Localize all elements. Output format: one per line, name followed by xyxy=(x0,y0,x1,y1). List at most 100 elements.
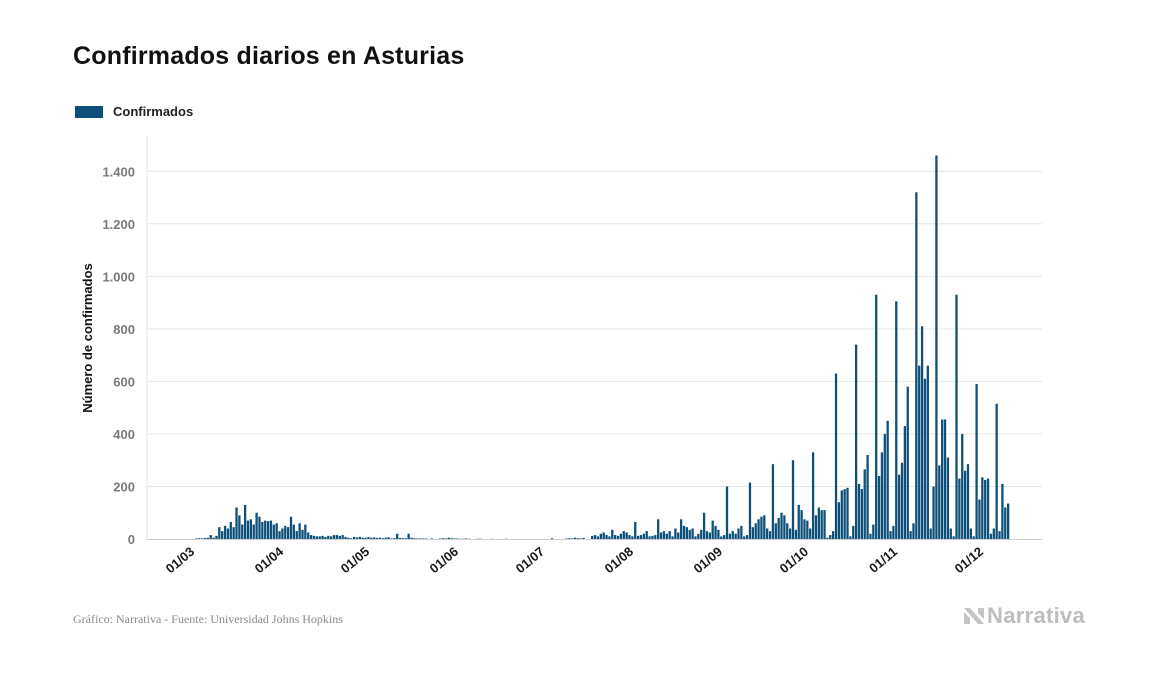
bar xyxy=(811,452,815,539)
bar xyxy=(318,536,321,539)
bar xyxy=(608,536,611,539)
bar xyxy=(866,454,869,539)
bar xyxy=(444,538,448,539)
bar xyxy=(877,475,881,539)
bar xyxy=(616,535,620,539)
bar xyxy=(702,512,706,539)
bar xyxy=(691,528,694,539)
bar xyxy=(966,464,970,539)
bar xyxy=(654,535,657,539)
bar xyxy=(209,535,212,539)
bar xyxy=(961,433,964,539)
bar xyxy=(631,536,634,539)
brand-name: Narrativa xyxy=(987,603,1086,628)
bar xyxy=(909,531,912,539)
bar xyxy=(241,524,244,539)
bar xyxy=(410,537,413,539)
bar xyxy=(834,373,838,539)
bar xyxy=(396,533,399,539)
y-tick-label: 1.200 xyxy=(102,217,135,232)
x-axis-ticks: 01/03 01/04 01/05 01/06 01/07 01/08 01/09 01/10… xyxy=(163,543,986,576)
bar xyxy=(441,538,445,539)
bar xyxy=(892,525,895,539)
bar xyxy=(573,537,577,539)
x-tick-label: 01/05 xyxy=(338,544,373,576)
bar xyxy=(806,520,809,539)
narrativa-logo-icon xyxy=(964,608,984,624)
bar xyxy=(347,537,350,539)
bar xyxy=(938,465,941,539)
x-tick-label: 01/08 xyxy=(602,544,637,576)
bar xyxy=(794,529,798,539)
bar xyxy=(229,521,232,539)
bar xyxy=(975,384,978,539)
bar xyxy=(238,515,241,539)
bars xyxy=(195,155,1010,539)
bar xyxy=(622,531,625,539)
bar xyxy=(570,538,574,539)
bar xyxy=(215,535,218,539)
bar xyxy=(284,525,287,539)
bar xyxy=(393,538,396,539)
bar xyxy=(453,538,456,539)
bar xyxy=(788,528,792,539)
bar xyxy=(900,462,904,539)
bar xyxy=(952,536,955,539)
bar xyxy=(920,326,924,539)
bar xyxy=(642,533,645,539)
bar xyxy=(200,538,204,539)
bar xyxy=(986,478,990,539)
bar xyxy=(880,452,884,539)
bar xyxy=(665,533,668,539)
bar xyxy=(992,528,995,539)
bar xyxy=(602,532,605,539)
bar xyxy=(464,538,468,539)
bar xyxy=(786,523,789,539)
bar xyxy=(717,529,720,539)
y-tick-label: 200 xyxy=(113,479,135,494)
x-tick-label: 01/04 xyxy=(252,543,287,576)
bar xyxy=(854,344,858,539)
bar xyxy=(361,537,364,539)
bar xyxy=(771,464,775,539)
bar xyxy=(344,536,347,539)
bar xyxy=(768,531,772,539)
bar xyxy=(439,538,442,539)
bar xyxy=(370,537,373,539)
bar xyxy=(685,527,689,539)
x-tick-label: 01/11 xyxy=(866,544,900,576)
bar xyxy=(292,524,296,539)
bar xyxy=(398,537,402,539)
bar xyxy=(763,515,766,539)
bar xyxy=(375,537,379,539)
bar xyxy=(614,535,617,539)
bar xyxy=(447,537,450,539)
bar xyxy=(335,535,339,539)
bar xyxy=(352,536,356,539)
bar xyxy=(1004,507,1007,539)
bar xyxy=(298,523,301,539)
bar xyxy=(278,531,281,539)
bar xyxy=(895,301,898,539)
bar xyxy=(309,535,313,539)
bar xyxy=(760,516,763,539)
bar xyxy=(728,533,732,539)
bar xyxy=(341,535,344,539)
bar xyxy=(327,535,330,539)
y-tick-label: 800 xyxy=(113,322,135,337)
bar xyxy=(272,524,275,539)
bar xyxy=(579,538,582,539)
bar xyxy=(576,538,580,539)
bar xyxy=(797,504,800,539)
bar xyxy=(287,527,290,539)
bar xyxy=(826,537,829,539)
bar xyxy=(700,529,703,539)
bar xyxy=(935,155,938,539)
bar xyxy=(668,531,671,539)
bar xyxy=(889,531,892,539)
bar xyxy=(720,536,723,539)
bar xyxy=(246,520,250,539)
bar xyxy=(289,516,293,539)
bar xyxy=(1007,503,1010,539)
bar xyxy=(705,531,709,539)
